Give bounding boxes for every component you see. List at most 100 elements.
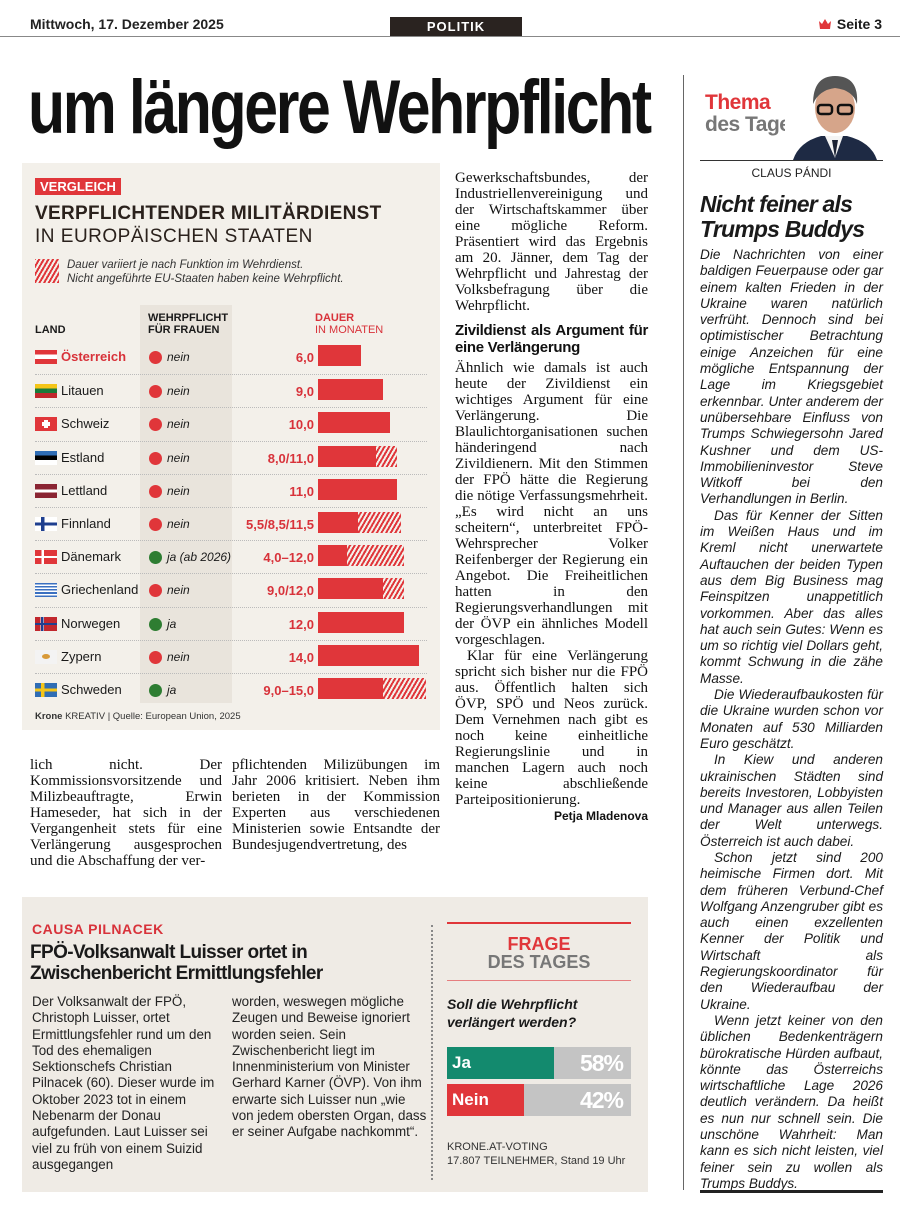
news-box-column-2: worden, weswegen mögliche Zeugen und Bew…	[232, 994, 427, 1140]
legend-line: Nicht angeführte EU-Staaten haben keine …	[67, 273, 344, 285]
duration-bar-variable	[357, 512, 401, 533]
flag-latvia-icon	[35, 483, 57, 498]
duration-bar	[318, 512, 358, 533]
des-tages-label: des Tages	[705, 113, 802, 136]
article-subhead: Zivildienst als Argument für eine Verlän…	[455, 322, 648, 356]
duration-label: 11,0	[289, 483, 314, 499]
infographic-credit: Krone KREATIV | Quelle: European Union, …	[35, 711, 241, 722]
women-status-dot	[149, 418, 162, 432]
poll: FRAGE DES TAGES Soll die Wehrpflicht ver…	[447, 922, 631, 1168]
commentary: Nicht feiner als Trumps Buddys Die Nachr…	[700, 192, 883, 1192]
page-number-label: Seite 3	[836, 16, 882, 32]
author-photo	[785, 68, 882, 160]
divider	[447, 922, 631, 924]
duration-label: 14,0	[288, 649, 314, 665]
commentary-paragraph: Die Nachrichten von einer baldigen Feuer…	[700, 247, 883, 507]
news-box-columns: Der Volksanwalt der FPÖ, Christoph Luiss…	[30, 994, 432, 1173]
country-name: Österreich	[61, 349, 127, 364]
col-header-line: FÜR FRAUEN	[148, 324, 220, 336]
women-status-dot	[149, 351, 162, 364]
crown-icon	[818, 19, 831, 29]
duration-bar	[318, 412, 390, 434]
news-box-headline: FPÖ-Volksanwalt Luisser ortet in Zwische…	[30, 942, 323, 984]
duration-label: 9,0/12,0	[267, 583, 314, 599]
poll-option-percent: 42%	[579, 1087, 624, 1113]
duration-bar	[318, 678, 383, 699]
duration-label: 5,5/8,5/11,5	[246, 517, 314, 532]
poll-option-ja[interactable]: Ja 58%	[447, 1047, 631, 1079]
duration-label: 8,0/11,0	[267, 450, 314, 466]
infographic-row: Dänemark ja (ab 2026) 4,0–12,0	[35, 540, 427, 573]
commentary-paragraph: Das für Kenner der Sitten im Weißen Haus…	[700, 507, 883, 686]
infographic-row: Österreich nein 6,0	[35, 341, 427, 374]
thema-label: Thema	[705, 91, 771, 114]
women-conscription: ja (ab 2026)	[167, 550, 232, 565]
commentary-title: Nicht feiner als Trumps Buddys	[700, 191, 865, 242]
infographic-subtitle: IN EUROPÄISCHEN STAATEN	[35, 226, 313, 247]
women-conscription: nein	[167, 583, 190, 598]
flag-lithuania-icon	[35, 384, 57, 399]
news-box-kicker: CAUSA PILNACEK	[32, 921, 164, 937]
poll-option-percent: 58%	[579, 1050, 624, 1076]
duration-label: 6,0	[295, 350, 314, 365]
women-conscription: nein	[167, 350, 190, 364]
col-header-line: WEHRPFLICHT	[148, 312, 229, 324]
women-status-dot	[149, 650, 162, 664]
credit-brand-2: KREATIV	[65, 711, 106, 722]
commentary-paragraph: Schon jetzt sind 200 heimische Firmen do…	[700, 849, 883, 1012]
women-conscription: nein	[167, 649, 190, 664]
poll-participants: 17.807 TEILNEHMER, Stand 19 Uhr	[447, 1155, 626, 1167]
infographic: VERGLEICH VERPFLICHTENDER MILITÄRDIENST …	[22, 163, 440, 730]
women-status-dot	[149, 584, 162, 598]
women-conscription: nein	[167, 450, 190, 465]
duration-bar	[318, 478, 398, 500]
infographic-row: Schweiz nein 10,0	[35, 407, 427, 440]
divider	[447, 980, 631, 981]
commentary-author: CLAUS PÁNDI	[751, 166, 832, 180]
women-status-dot	[149, 518, 162, 531]
poll-bar-fill	[447, 1084, 525, 1116]
duration-label: 4,0–12,0	[263, 550, 314, 566]
issue-date: Mittwoch, 17. Dezember 2025	[30, 16, 224, 32]
header-divider	[0, 36, 900, 37]
infographic-title: VERPFLICHTENDER MILITÄRDIENST	[35, 203, 382, 224]
country-name: Lettland	[61, 482, 108, 498]
women-status-dot	[149, 684, 162, 697]
country-name: Zypern	[61, 648, 102, 664]
country-name: Griechenland	[61, 582, 139, 598]
women-column-band	[140, 305, 232, 703]
country-name: Finnland	[61, 516, 111, 531]
flag-sweden-icon	[35, 683, 57, 697]
country-name: Dänemark	[61, 549, 121, 565]
article-paragraph: Klar für eine Verlängerung spricht sich …	[455, 648, 648, 808]
credit-brand: Krone	[35, 711, 63, 722]
duration-bar	[318, 611, 405, 633]
commentary-paragraph: In Kiew und anderen ukrainischen Städten…	[700, 752, 883, 849]
country-name: Norwegen	[61, 615, 121, 631]
duration-label: 10,0	[288, 417, 314, 433]
flag-greece-icon	[35, 583, 57, 598]
poll-option-label: Nein	[452, 1090, 489, 1109]
poll-question: Soll die Wehrpflicht verlängert werden?	[447, 996, 578, 1030]
duration-bar-variable	[382, 578, 405, 600]
country-name: Schweiz	[61, 416, 110, 432]
news-box	[22, 897, 648, 1192]
flag-switzerland-icon	[35, 417, 57, 432]
women-status-dot	[149, 484, 162, 498]
poll-option-nein[interactable]: Nein 42%	[447, 1084, 631, 1116]
women-conscription: nein	[167, 517, 190, 531]
col-header-women: WEHRPFLICHT FÜR FRAUEN	[148, 312, 228, 336]
women-conscription: nein	[167, 417, 190, 432]
infographic-row: Norwegen ja 12,0	[35, 606, 427, 640]
col-header-line: DAUER	[315, 312, 355, 324]
duration-bar	[318, 644, 419, 666]
poll-title-2: DES TAGES	[487, 952, 591, 972]
col-header-duration: DAUER IN MONATEN	[315, 312, 383, 336]
flag-finland-icon	[35, 517, 57, 531]
article-middle-column: Gewerkschaftsbundes, der Industriellenve…	[455, 170, 648, 824]
commentary-paragraph: Wenn jetzt keiner von den üblichen Beden…	[700, 1012, 883, 1191]
duration-bar	[318, 379, 383, 401]
column-divider	[683, 75, 684, 1190]
divider	[700, 160, 883, 161]
duration-bar	[318, 545, 347, 567]
